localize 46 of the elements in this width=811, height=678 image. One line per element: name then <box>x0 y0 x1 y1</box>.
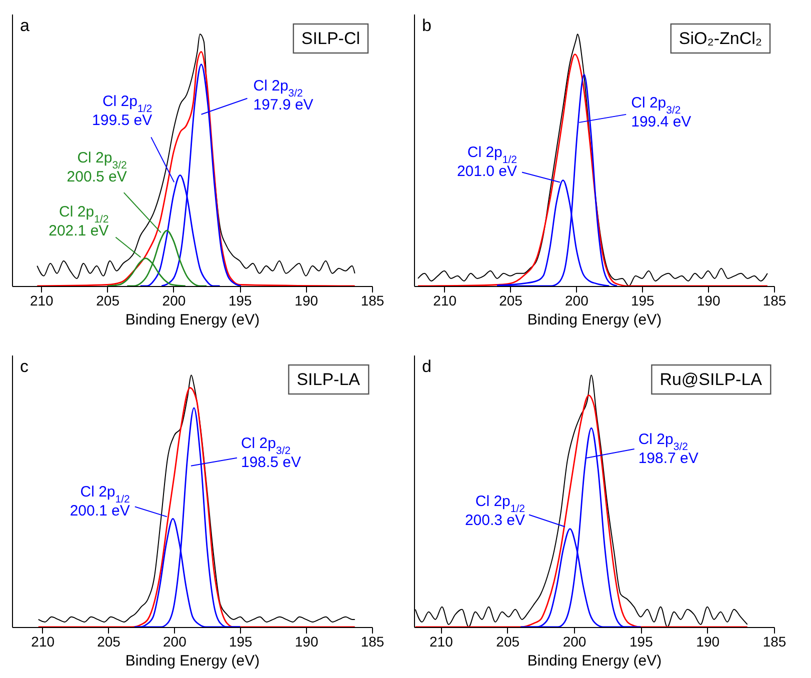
annotation: a <box>20 16 30 35</box>
annotation: c <box>20 357 29 376</box>
x-tick-label: 185 <box>762 292 786 308</box>
x-tick-label: 190 <box>294 292 318 308</box>
text: Cl 2p$_{1/2}$ 199.5 eV <box>92 93 152 130</box>
x-tick-label: 190 <box>294 634 318 650</box>
x-tick-label: 190 <box>696 292 720 308</box>
x-axis-title: Binding Energy (eV) <box>527 652 662 670</box>
x-tick-label: 185 <box>360 292 384 308</box>
x-tick-label: 195 <box>228 634 253 650</box>
chart-title: SILP-Cl <box>301 29 360 48</box>
annotation: d <box>422 357 432 376</box>
x-tick-label: 190 <box>696 634 720 650</box>
legend-label: Cl 2p$_{3/2}$ 198.7 eV <box>638 431 698 468</box>
text: Cl 2p$_{1/2}$ 202.1 eV <box>48 203 109 240</box>
x-tick-label: 205 <box>496 634 520 650</box>
x-axis-title: Binding Energy (eV) <box>125 312 260 328</box>
x-tick-label: 185 <box>762 634 786 650</box>
x-tick-label: 200 <box>565 292 589 308</box>
x-tick-label: 200 <box>163 634 187 650</box>
x-tick-label: 195 <box>228 292 252 308</box>
x-axis-title: Binding Energy (eV) <box>125 652 260 670</box>
x-tick-label: 185 <box>360 634 384 650</box>
x-axis-title: Binding Energy (eV) <box>527 312 662 328</box>
text: Cl 2p$_{1/2}$ 201.0 eV <box>456 144 518 180</box>
x-tick-label: 195 <box>630 292 655 308</box>
x-tick-label: 210 <box>31 634 55 650</box>
x-tick-label: 210 <box>429 634 454 650</box>
text: Cl 2p$_{3/2}$ 200.5 eV <box>66 150 127 186</box>
text: Cl 2p$_{1/2}$ 200.3 eV <box>464 492 526 529</box>
text: Cl 2p$_{3/2}$ 197.9 eV <box>253 77 314 114</box>
text: Cl 2p$_{1/2}$ 200.1 eV <box>70 484 130 520</box>
chart-title: Ru@SILP-LA <box>660 370 763 389</box>
x-tick-label: 205 <box>97 634 121 650</box>
x-tick-label: 205 <box>499 292 523 308</box>
legend-label: Cl 2p$_{3/2}$ 199.4 eV <box>631 94 692 130</box>
chart-title: SiO₂-ZnCl₂ <box>678 29 762 48</box>
x-tick-label: 200 <box>562 634 586 650</box>
legend-label: Cl 2p$_{3/2}$ 198.5 eV <box>240 434 302 471</box>
x-tick-label: 205 <box>96 292 120 308</box>
x-tick-label: 210 <box>30 292 54 308</box>
x-tick-label: 210 <box>433 292 457 308</box>
x-tick-label: 195 <box>629 634 654 650</box>
x-tick-label: 200 <box>162 292 186 308</box>
chart-title: SILP-LA <box>296 370 361 389</box>
annotation: b <box>422 16 432 35</box>
